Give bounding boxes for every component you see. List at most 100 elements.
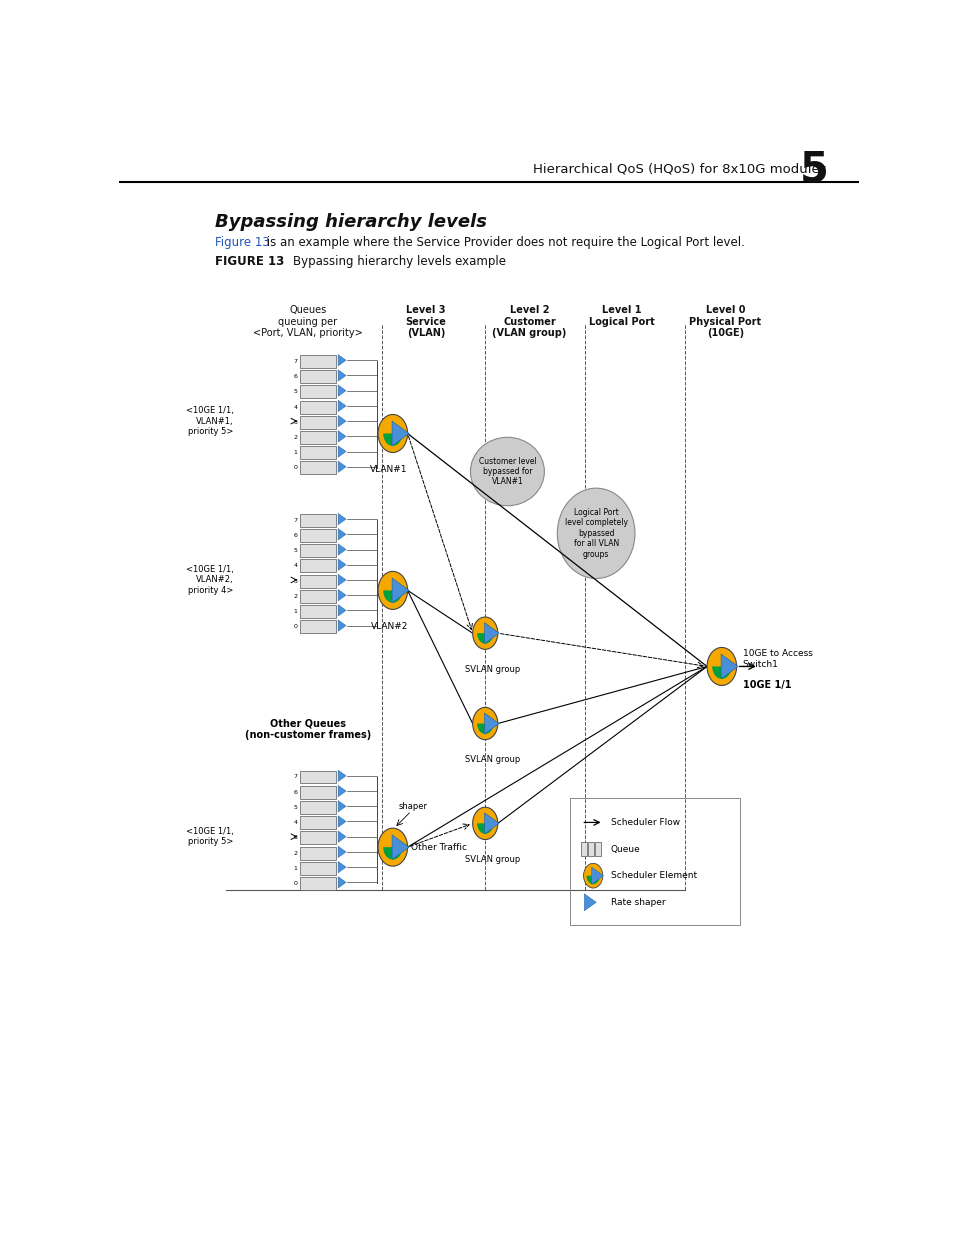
FancyBboxPatch shape <box>580 842 587 856</box>
Text: 3: 3 <box>294 420 297 425</box>
Polygon shape <box>337 800 346 811</box>
Text: SVLAN group: SVLAN group <box>464 755 519 764</box>
Polygon shape <box>337 354 346 366</box>
Text: Rate shaper: Rate shaper <box>610 898 665 906</box>
Polygon shape <box>337 559 346 571</box>
Text: VLAN#1: VLAN#1 <box>370 464 408 474</box>
Polygon shape <box>337 589 346 601</box>
Text: shaper: shaper <box>398 802 427 811</box>
Text: Scheduler Flow: Scheduler Flow <box>610 818 679 827</box>
FancyBboxPatch shape <box>300 785 335 799</box>
Text: 4: 4 <box>294 405 297 410</box>
Text: Queue: Queue <box>610 845 640 853</box>
Text: 6: 6 <box>294 789 297 794</box>
Text: Customer level
bypassed for
VLAN#1: Customer level bypassed for VLAN#1 <box>478 457 536 487</box>
Text: 10GE 1/1: 10GE 1/1 <box>741 679 790 690</box>
Text: SVLAN group: SVLAN group <box>464 855 519 863</box>
FancyBboxPatch shape <box>300 370 335 383</box>
Wedge shape <box>383 590 402 603</box>
FancyBboxPatch shape <box>300 877 335 890</box>
Circle shape <box>472 708 497 740</box>
Polygon shape <box>337 400 346 411</box>
Text: 5: 5 <box>294 805 297 810</box>
Circle shape <box>472 618 497 650</box>
Text: Level 3
Service
(VLAN): Level 3 Service (VLAN) <box>405 305 446 338</box>
Polygon shape <box>337 369 346 382</box>
Polygon shape <box>337 771 346 782</box>
Polygon shape <box>337 431 346 442</box>
Polygon shape <box>337 461 346 473</box>
Text: Other Queues
(non-customer frames): Other Queues (non-customer frames) <box>244 719 371 740</box>
Text: <10GE 1/1,
VLAN#2,
priority 4>: <10GE 1/1, VLAN#2, priority 4> <box>186 566 233 595</box>
Circle shape <box>472 808 497 840</box>
Text: 0: 0 <box>294 466 297 471</box>
FancyBboxPatch shape <box>300 802 335 814</box>
Text: 5: 5 <box>294 389 297 394</box>
Text: 6: 6 <box>294 374 297 379</box>
Ellipse shape <box>470 437 544 506</box>
Circle shape <box>377 415 407 452</box>
Text: 1: 1 <box>294 451 297 456</box>
Wedge shape <box>476 824 493 834</box>
Text: 2: 2 <box>294 435 297 440</box>
FancyBboxPatch shape <box>300 431 335 443</box>
Text: 7: 7 <box>294 774 297 779</box>
Text: 0: 0 <box>294 624 297 629</box>
Text: 2: 2 <box>294 594 297 599</box>
Polygon shape <box>337 385 346 396</box>
Text: <10GE 1/1,
priority 5>: <10GE 1/1, priority 5> <box>186 827 233 846</box>
Polygon shape <box>392 835 409 860</box>
Polygon shape <box>484 713 498 734</box>
Text: Logical Port
level completely
bypassed
for all VLAN
groups: Logical Port level completely bypassed f… <box>564 508 627 558</box>
FancyBboxPatch shape <box>300 862 335 874</box>
Text: 1: 1 <box>294 866 297 871</box>
Text: 0: 0 <box>294 881 297 885</box>
Text: Queues
queuing per
<Port, VLAN, priority>: Queues queuing per <Port, VLAN, priority… <box>253 305 362 338</box>
Wedge shape <box>712 667 731 679</box>
FancyBboxPatch shape <box>300 416 335 429</box>
Wedge shape <box>476 724 493 734</box>
FancyBboxPatch shape <box>300 590 335 603</box>
Text: 1: 1 <box>294 609 297 614</box>
Circle shape <box>377 829 407 866</box>
Polygon shape <box>337 529 346 540</box>
FancyBboxPatch shape <box>300 846 335 860</box>
FancyBboxPatch shape <box>300 400 335 414</box>
FancyBboxPatch shape <box>300 816 335 829</box>
Text: 2: 2 <box>294 851 297 856</box>
FancyBboxPatch shape <box>300 462 335 474</box>
Polygon shape <box>484 813 498 834</box>
Polygon shape <box>337 846 346 857</box>
Polygon shape <box>337 605 346 616</box>
Polygon shape <box>337 574 346 585</box>
FancyBboxPatch shape <box>300 354 335 368</box>
FancyBboxPatch shape <box>300 574 335 588</box>
Text: is an example where the Service Provider does not require the Logical Port level: is an example where the Service Provider… <box>263 236 744 248</box>
Text: 3: 3 <box>294 578 297 584</box>
FancyBboxPatch shape <box>300 385 335 399</box>
Polygon shape <box>337 831 346 842</box>
Polygon shape <box>337 816 346 827</box>
Polygon shape <box>337 446 346 457</box>
Text: Level 2
Customer
(VLAN group): Level 2 Customer (VLAN group) <box>492 305 566 338</box>
FancyBboxPatch shape <box>300 529 335 542</box>
Polygon shape <box>392 578 409 603</box>
FancyBboxPatch shape <box>300 771 335 783</box>
Text: 10GE to Access
Switch1: 10GE to Access Switch1 <box>741 650 812 668</box>
Text: Bypassing hierarchy levels example: Bypassing hierarchy levels example <box>278 254 506 268</box>
FancyBboxPatch shape <box>300 559 335 572</box>
Text: Level 0
Physical Port
(10GE): Level 0 Physical Port (10GE) <box>689 305 760 338</box>
Circle shape <box>377 572 407 609</box>
Polygon shape <box>337 514 346 525</box>
Polygon shape <box>484 622 498 643</box>
FancyBboxPatch shape <box>300 545 335 557</box>
FancyBboxPatch shape <box>300 446 335 459</box>
Polygon shape <box>591 867 603 884</box>
FancyBboxPatch shape <box>300 514 335 526</box>
Text: <10GE 1/1,
VLAN#1,
priority 5>: <10GE 1/1, VLAN#1, priority 5> <box>186 406 233 436</box>
Wedge shape <box>586 876 599 884</box>
Text: Bypassing hierarchy levels: Bypassing hierarchy levels <box>215 212 487 231</box>
Wedge shape <box>476 634 493 643</box>
Polygon shape <box>720 655 738 679</box>
Text: 6: 6 <box>294 534 297 538</box>
